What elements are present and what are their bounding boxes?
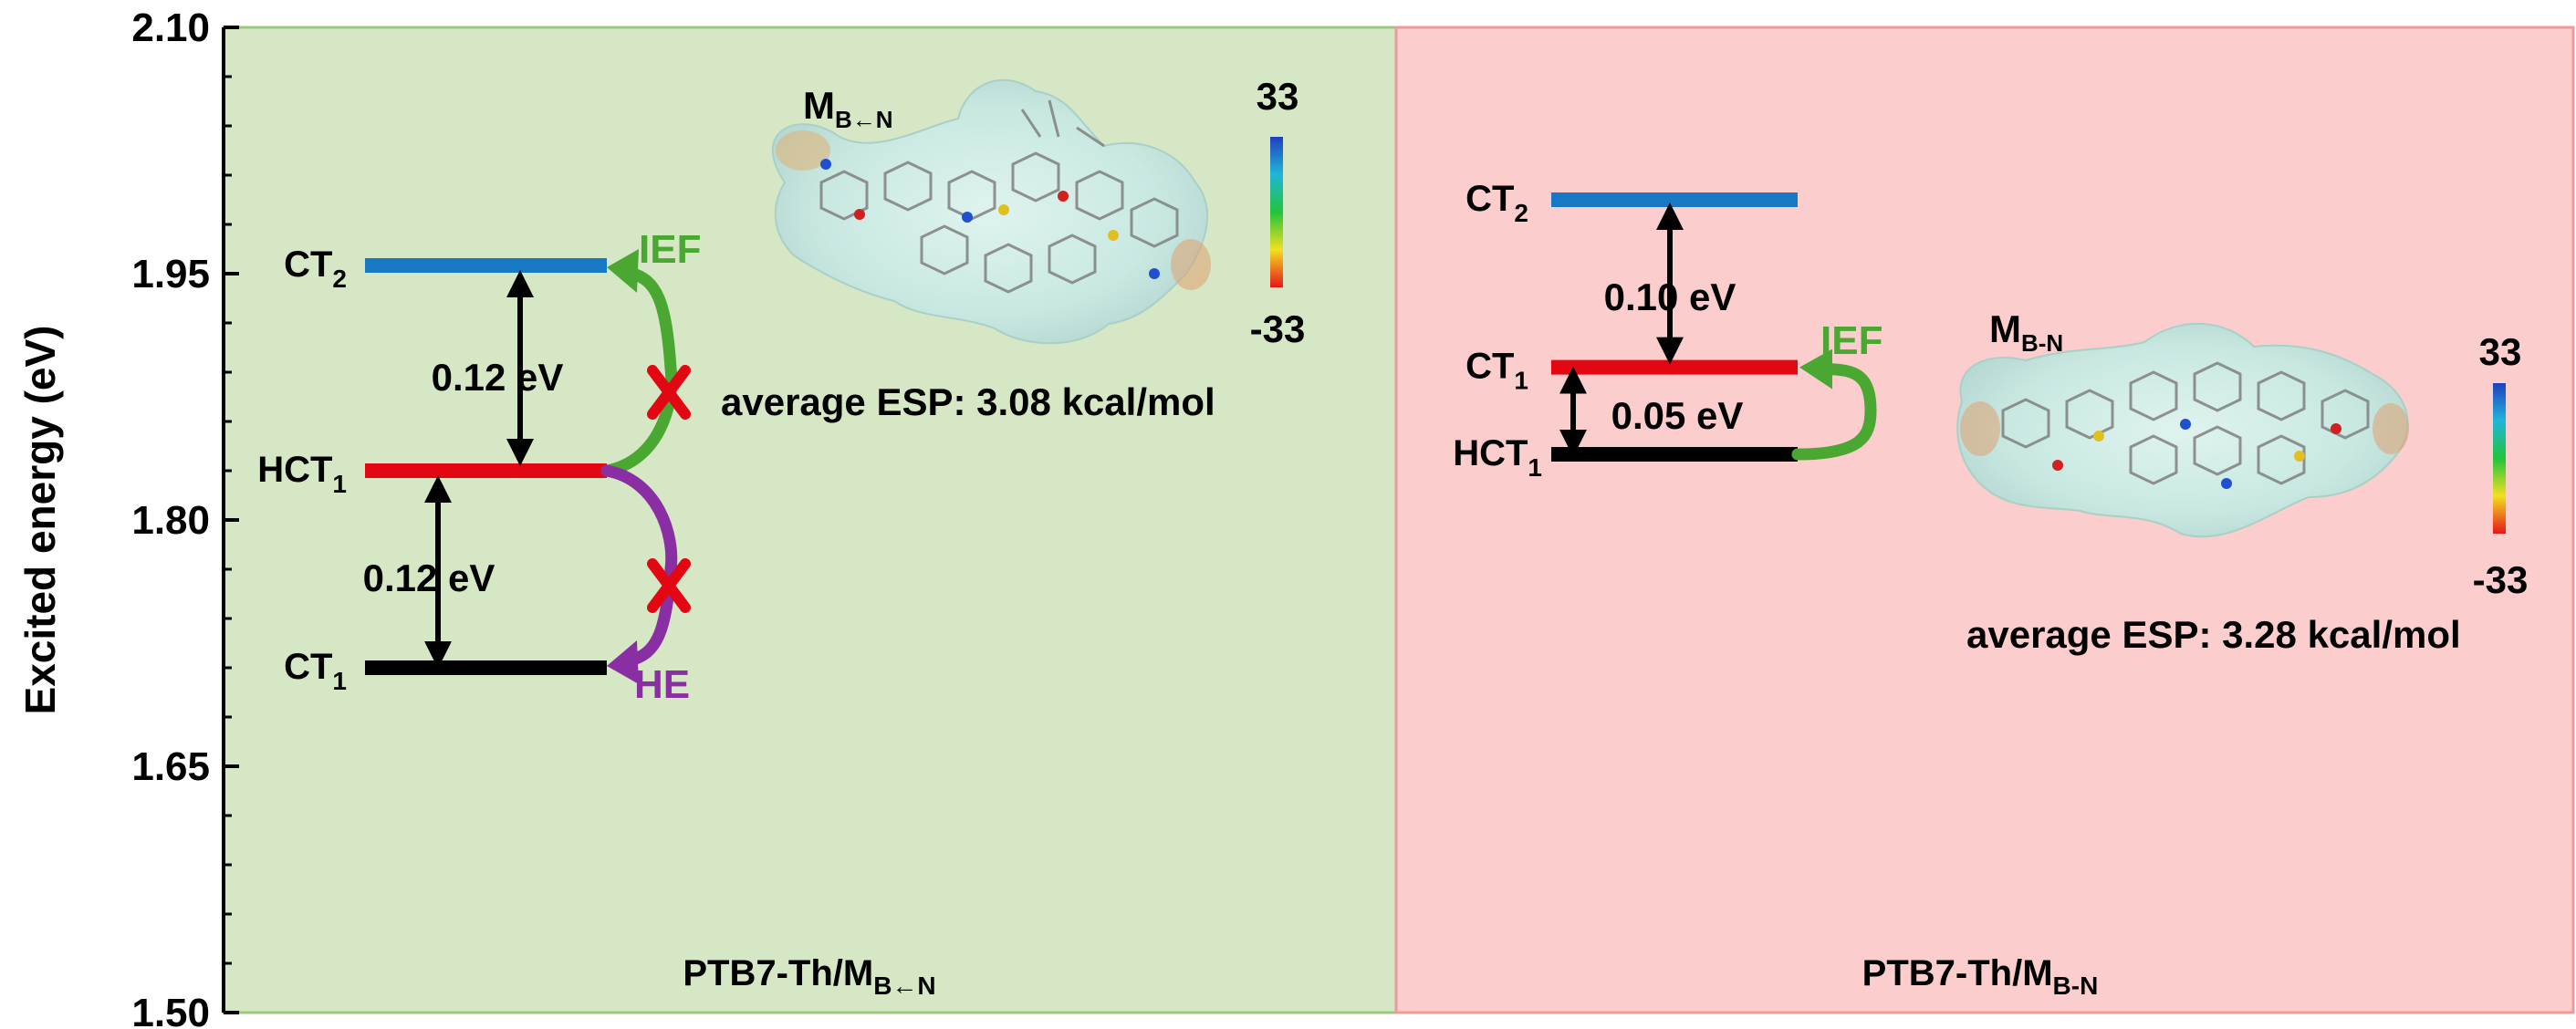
right-molecule-label: MB-N — [1989, 307, 2063, 357]
right-ct1-label: CT1 — [1465, 347, 1528, 395]
right-molecule-esp-surface-image: MB-N — [1956, 307, 2409, 538]
left-energy-levels: CT2 HCT1 CT1 0.12 eV 0.12 eV IEF HE — [257, 227, 701, 707]
y-axis-label: Excited energy (eV) — [16, 326, 64, 715]
right-energy-levels: CT2 CT1 HCT1 0.10 eV 0.05 eV IEF — [1453, 179, 1882, 482]
left-esp-text: average ESP: 3.08 kcal/mol — [721, 380, 1215, 423]
left-scale-bar — [1270, 137, 1283, 287]
y-tick-label: 1.65 — [131, 744, 210, 789]
right-scale-bar — [2493, 383, 2506, 534]
left-panel-title: PTB7-Th/MB←N — [683, 953, 935, 1000]
y-tick-label: 1.50 — [131, 991, 210, 1029]
right-esp-text: average ESP: 3.28 kcal/mol — [1966, 613, 2461, 656]
left-ief-blocked-cross-icon — [647, 365, 691, 420]
left-molecule-esp-surface-image: MB←N — [771, 78, 1211, 345]
right-upper-gap-label: 0.10 eV — [1604, 275, 1736, 318]
y-tick-label: 2.10 — [131, 5, 210, 50]
y-tick-label: 1.95 — [131, 252, 210, 296]
left-upper-gap-label: 0.12 eV — [432, 356, 564, 399]
left-he-arrowhead — [607, 640, 639, 684]
right-ief-arrow — [1791, 363, 1877, 461]
left-he-label: HE — [634, 662, 690, 707]
right-panel — [1394, 26, 2575, 1014]
y-axis: 2.10 1.95 1.80 1.65 1.50 Excited energy (eV) — [16, 5, 239, 1029]
right-ief-label: IEF — [1820, 318, 1882, 363]
left-scale-max: 33 — [1257, 75, 1299, 118]
left-ct1-label: CT1 — [284, 647, 347, 695]
right-ct2-label: CT2 — [1465, 179, 1528, 227]
y-axis-ticks: 2.10 1.95 1.80 1.65 1.50 — [131, 5, 239, 1029]
right-scale-min: -33 — [2473, 558, 2529, 601]
left-ief-label: IEF — [639, 227, 701, 272]
right-hct1-label: HCT1 — [1453, 433, 1542, 482]
left-molecule-label: MB←N — [803, 84, 893, 133]
left-hct1-label: HCT1 — [257, 450, 347, 498]
y-tick-label: 1.80 — [131, 498, 210, 543]
right-esp-color-scale: 33 -33 — [2473, 330, 2529, 601]
left-he-blocked-cross-icon — [647, 558, 691, 613]
left-esp-color-scale: 33 -33 — [1250, 75, 1306, 350]
right-lower-gap-label: 0.05 eV — [1611, 394, 1744, 437]
left-ief-arrowhead — [607, 249, 639, 293]
left-lower-gap-label: 0.12 eV — [363, 556, 495, 599]
left-he-arrow — [600, 464, 678, 667]
left-ief-arrow — [600, 266, 678, 477]
right-panel-title: PTB7-Th/MB-N — [1862, 953, 2099, 1000]
left-ct2-label: CT2 — [284, 244, 347, 293]
right-scale-max: 33 — [2479, 330, 2522, 373]
left-scale-min: -33 — [1250, 307, 1306, 350]
right-ief-arrowhead — [1799, 348, 1832, 390]
